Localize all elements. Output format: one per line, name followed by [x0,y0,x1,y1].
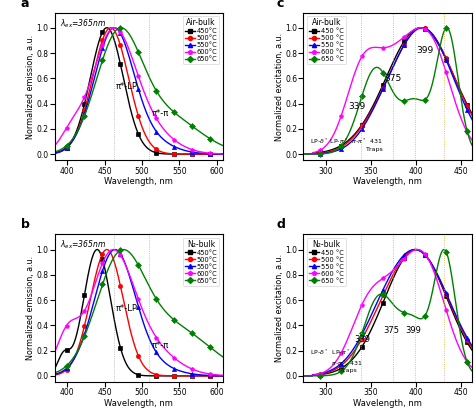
Text: 375: 375 [384,74,401,83]
Text: 399: 399 [405,326,421,336]
Text: d: d [276,218,285,231]
Y-axis label: Normalized emission, a.u.: Normalized emission, a.u. [26,256,35,360]
Legend: 450°C, 500°C, 550°C, 600°C, 650°C: 450°C, 500°C, 550°C, 600°C, 650°C [182,16,219,64]
X-axis label: Wavelength, nm: Wavelength, nm [353,177,422,186]
Text: π*-π: π*-π [152,341,169,350]
Legend: 450 °C, 500 °C, 550 °C, 600 °C, 650 °C: 450 °C, 500 °C, 550 °C, 600 °C, 650 °C [307,238,346,286]
Y-axis label: Normalized excitation, a.u.: Normalized excitation, a.u. [274,32,283,141]
X-axis label: Wavelength, nm: Wavelength, nm [104,177,173,186]
Y-axis label: Normalized excitation, a.u.: Normalized excitation, a.u. [274,254,283,362]
Text: π*-LP: π*-LP [116,304,138,313]
Text: LP-$\delta^*$ LP-$\pi^*$  $\pi$-$\pi^*$  431
                            Traps: LP-$\delta^*$ LP-$\pi^*$ $\pi$-$\pi^*$ 4… [310,136,383,152]
Text: π*-π: π*-π [152,109,169,118]
X-axis label: Wavelength, nm: Wavelength, nm [353,399,422,408]
Text: $\lambda_{ex}$=365nm: $\lambda_{ex}$=365nm [60,17,106,29]
X-axis label: Wavelength, nm: Wavelength, nm [104,399,173,408]
Text: 339: 339 [354,335,370,344]
Text: π*-LP: π*-LP [116,82,138,91]
Text: a: a [21,0,29,10]
Text: 339: 339 [349,102,366,111]
Text: $\lambda_{ex}$=365nm: $\lambda_{ex}$=365nm [60,239,106,251]
Text: b: b [21,218,30,231]
Legend: 450°C, 500°C, 550°C, 600°C, 650°C: 450°C, 500°C, 550°C, 600°C, 650°C [182,238,219,286]
Text: 375: 375 [383,326,399,336]
Legend: 450 °C, 500 °C, 550 °C, 600 °C, 650 °C: 450 °C, 500 °C, 550 °C, 600 °C, 650 °C [307,16,346,64]
Text: LP-$\delta^*$  LP-$\pi^*$
           $\pi$-$\pi^*$  431
               Traps: LP-$\delta^*$ LP-$\pi^*$ $\pi$-$\pi^*$ 4… [310,347,364,373]
Text: 399: 399 [416,45,433,55]
Text: c: c [276,0,284,10]
Y-axis label: Normalized emission, a.u.: Normalized emission, a.u. [26,34,35,139]
